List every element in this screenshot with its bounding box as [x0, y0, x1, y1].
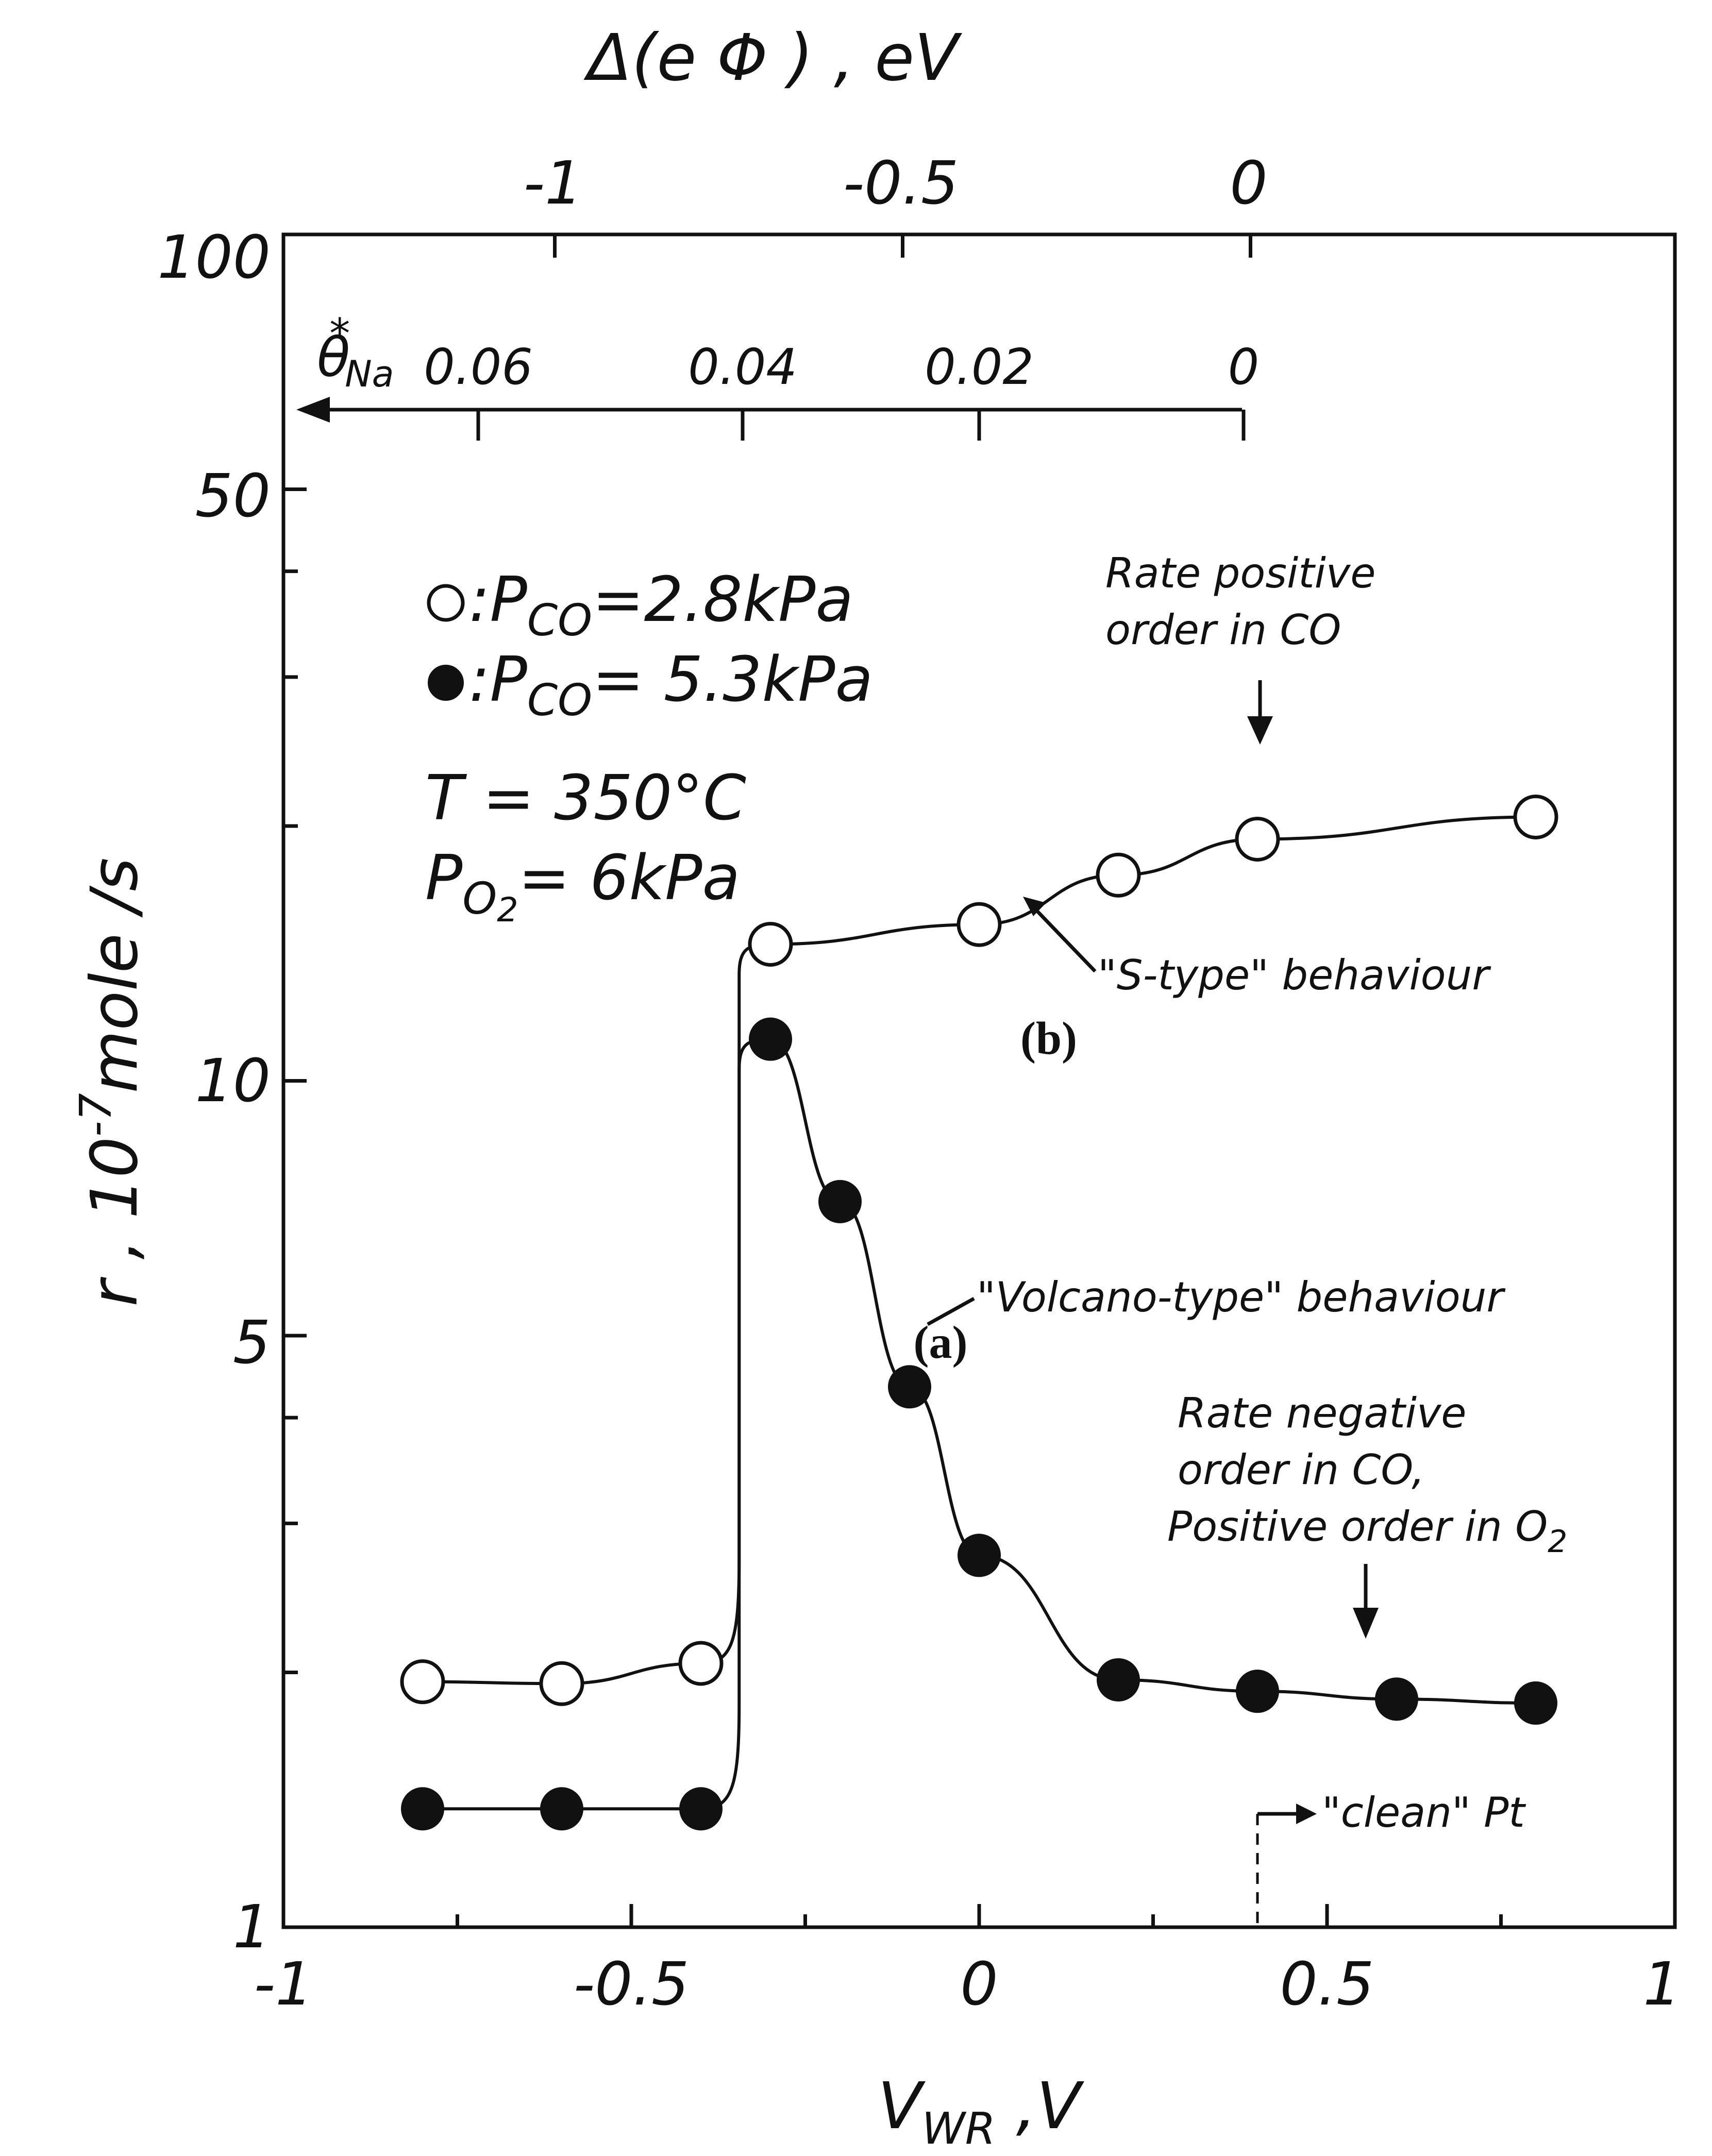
- y-axis-title: r , 10-7mole /s: [71, 857, 152, 1306]
- y-tick-label: 1: [233, 1893, 271, 1962]
- y-tick-label: 100: [158, 223, 271, 292]
- open-circle-point: [678, 1641, 724, 1686]
- annotation-b-label: (b): [1020, 1013, 1077, 1064]
- filled-circle-point: [1236, 1670, 1279, 1713]
- annotation-s-type-arrowhead: [1023, 897, 1046, 916]
- y-axis-ticks: [283, 232, 307, 1929]
- annotation-arrowhead: [1353, 1608, 1379, 1639]
- theta-axis-ticks: [476, 410, 1246, 441]
- annotation-s-type-pointer: [1029, 903, 1097, 973]
- legend-open-label: :PCO=2.8kPa: [469, 564, 853, 646]
- annotation-volcano: "Volcano-type" behaviour: [977, 1273, 1506, 1321]
- x-tick-label: 0: [960, 1950, 998, 2019]
- open-circle-point: [400, 1659, 445, 1705]
- annotation-rate-positive: order in CO: [1105, 606, 1341, 654]
- theta-axis-arrowhead: [296, 397, 330, 423]
- filled-circle-point: [958, 1534, 1001, 1577]
- open-circle-point: [1513, 794, 1558, 839]
- filled-circle-point: [1514, 1681, 1557, 1725]
- filled-circle-point: [1097, 1658, 1140, 1702]
- annotation-rate-negative: order in CO,: [1178, 1446, 1425, 1494]
- filled-circle-point: [679, 1787, 723, 1831]
- x-tick-label: -0.5: [574, 1950, 689, 2019]
- theta-tick-label: 0.02: [925, 339, 1034, 396]
- annotation-clean-pt: "clean" Pt: [1322, 1789, 1526, 1837]
- legend-filled-label: :PCO= 5.3kPa: [469, 644, 873, 726]
- open-circle-point: [1096, 852, 1141, 898]
- top-tick-label: -0.5: [843, 149, 959, 218]
- filled-circle-point: [749, 1017, 792, 1061]
- annotation-arrowhead: [1247, 716, 1273, 745]
- open-circle-point: [956, 902, 1002, 947]
- filled-circle-point: [818, 1180, 862, 1223]
- open-circle-point: [1235, 816, 1280, 862]
- top-tick-label: 0: [1230, 149, 1267, 218]
- annotation-a-label: (a): [914, 1317, 968, 1368]
- annotation-rate-positive: Rate positive: [1105, 549, 1375, 597]
- annotation-rate-negative: Positive order in O2: [1167, 1503, 1567, 1560]
- plot-frame: [281, 232, 1677, 1929]
- open-circle-point: [748, 921, 793, 967]
- annotation-volcano-pointer: [927, 1296, 975, 1326]
- legend-o2-pressure: PO2= 6kPa: [425, 843, 740, 930]
- x-axis-title: VWR ,V: [878, 2069, 1084, 2154]
- x-tick-label: -1: [254, 1950, 313, 2019]
- legend-open-marker: [427, 584, 465, 622]
- clean-pt-arrowhead: [1296, 1804, 1317, 1824]
- y-tick-label: 10: [195, 1047, 271, 1116]
- y-tick-label: 50: [195, 462, 271, 531]
- open-circle-point: [539, 1661, 584, 1706]
- filled-circle-point: [1375, 1677, 1418, 1721]
- theta-tick-label: 0: [1228, 339, 1259, 396]
- top-axis-ticks: [553, 234, 1252, 258]
- legend-temperature: T = 350°C: [425, 763, 746, 834]
- legend-filled-marker: [428, 665, 464, 701]
- theta-tick-label: 0.04: [688, 339, 797, 396]
- top-axis-title: Δ(e Φ ) , eV: [583, 21, 962, 95]
- filled-circle-point: [540, 1787, 583, 1831]
- annotation-rate-negative: Rate negative: [1178, 1389, 1467, 1437]
- annotation-s-type: "S-type" behaviour: [1098, 951, 1491, 999]
- x-tick-label: 1: [1643, 1950, 1681, 2019]
- x-axis-ticks: [281, 1904, 1677, 1927]
- theta-tick-label: 0.06: [424, 339, 533, 396]
- x-tick-label: 0.5: [1280, 1950, 1374, 2019]
- theta-axis-symbol: θ* Na: [317, 310, 394, 395]
- top-tick-label: -1: [524, 149, 583, 218]
- series-points: [400, 794, 1558, 1831]
- filled-circle-point: [401, 1787, 444, 1831]
- y-tick-label: 5: [233, 1308, 271, 1377]
- filled-circle-point: [888, 1365, 931, 1409]
